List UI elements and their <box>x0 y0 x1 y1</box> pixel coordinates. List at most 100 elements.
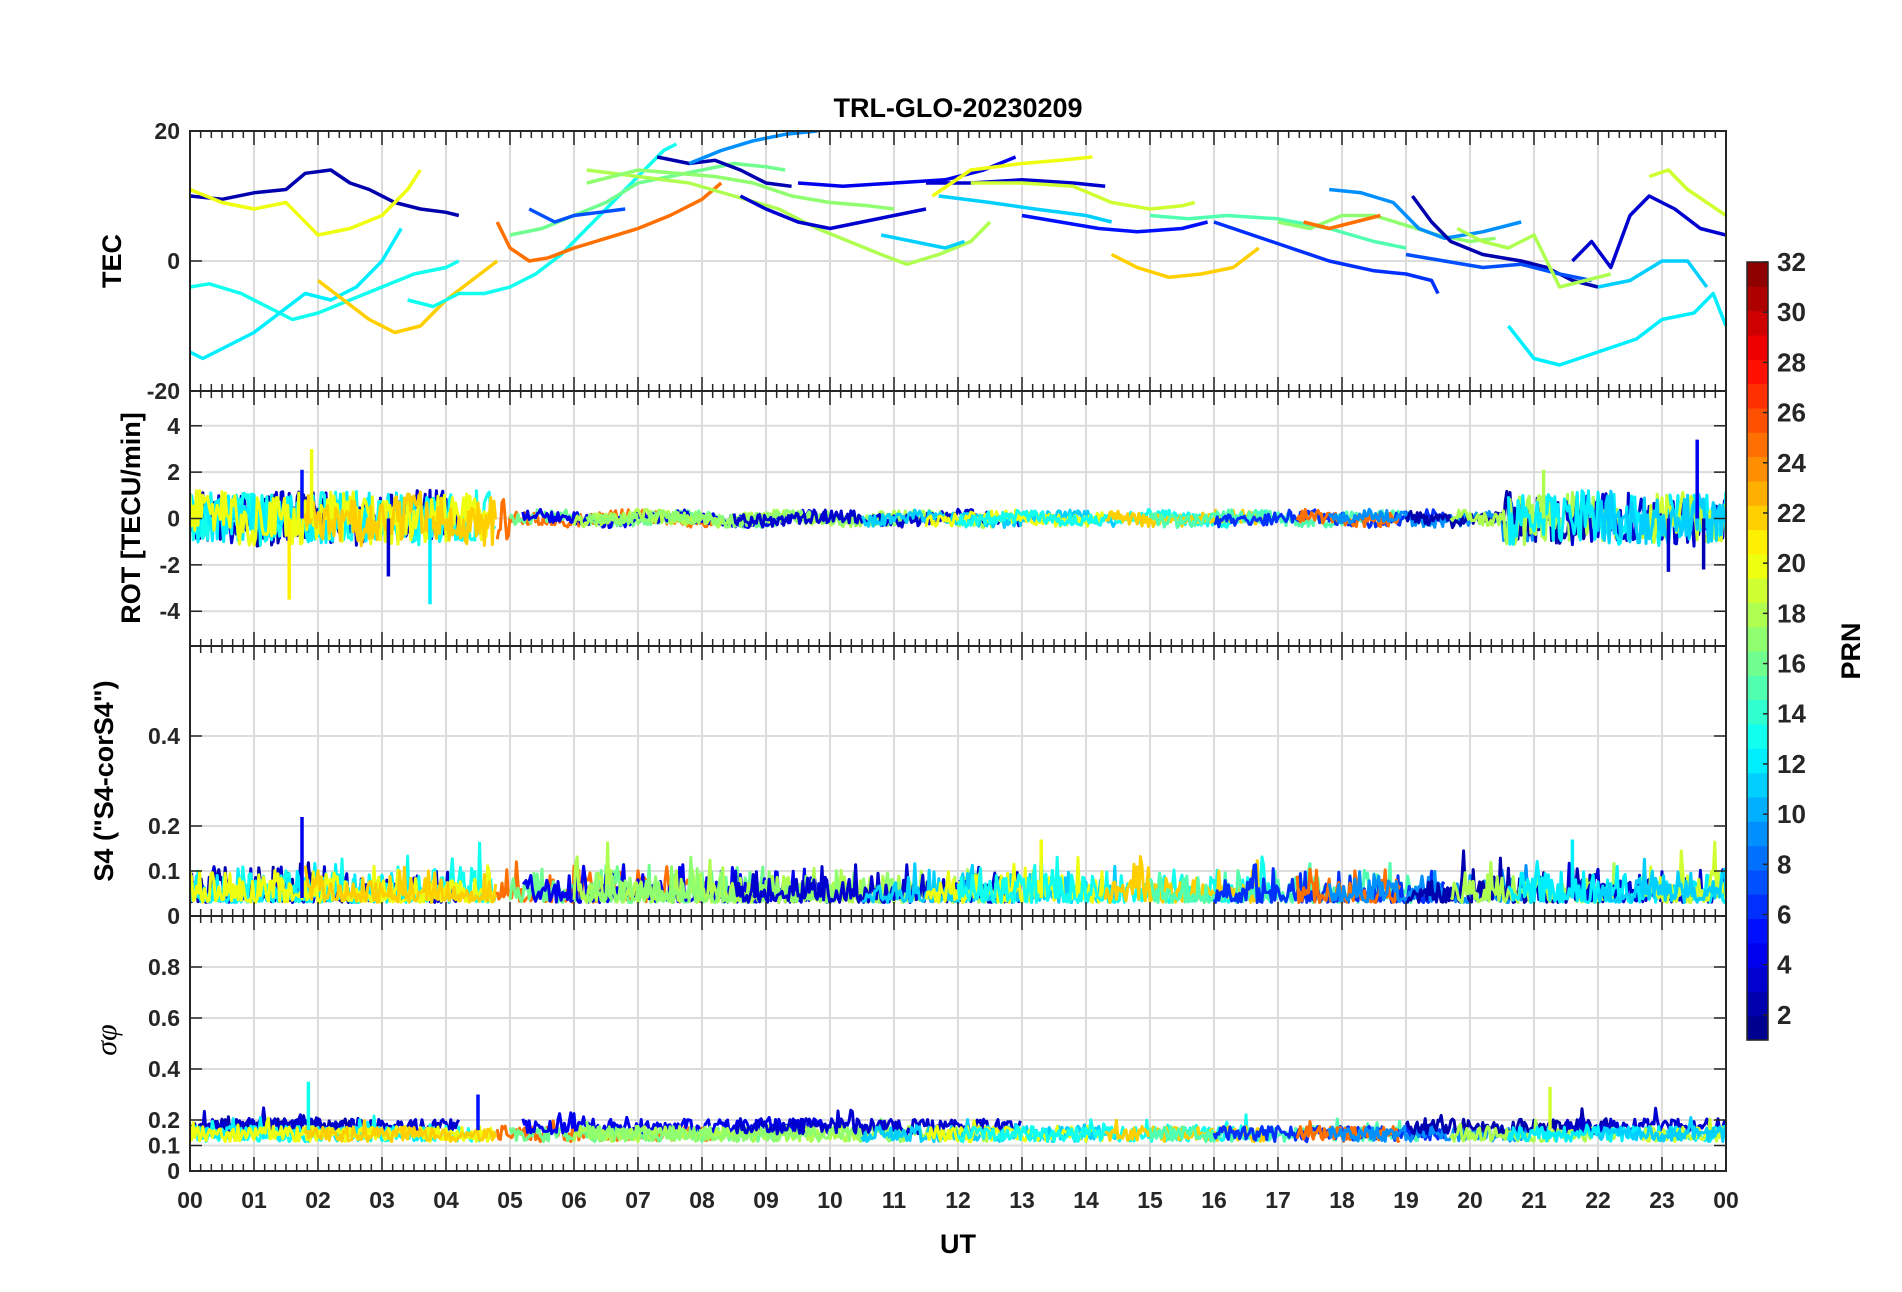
tec-series-line <box>688 131 818 166</box>
y-tick-label: 2 <box>167 459 180 485</box>
x-tick-label: 19 <box>1393 1187 1419 1213</box>
y-tick-label: 0 <box>167 248 180 274</box>
colorbar-band <box>1747 772 1768 798</box>
tec-series-line <box>190 169 422 237</box>
panel-s4-series <box>190 817 1726 904</box>
rot-series-line <box>1596 489 1726 548</box>
tec-series-line <box>656 155 792 189</box>
panel-sigma-frame <box>189 915 1727 1172</box>
tec-series-line <box>938 194 1113 224</box>
y-tick-label: 20 <box>154 118 180 144</box>
x-tick-label: 01 <box>241 1187 267 1213</box>
sigma-series-line <box>585 1117 907 1144</box>
colorbar-band <box>1747 310 1768 336</box>
tec-series-line <box>1149 213 1407 250</box>
colorbar-band <box>1747 651 1768 676</box>
colorbar-tick-label: 28 <box>1777 347 1806 377</box>
panel-s4-grid <box>190 646 1726 916</box>
colorbar-tick-label: 8 <box>1777 849 1791 879</box>
tec-series-line <box>880 233 965 250</box>
colorbar-tick-label: 32 <box>1777 247 1806 277</box>
panel-s4: 0.4 0.2 0.1 0 S4 ("S4-corS4") <box>89 645 1727 929</box>
x-tick-label: 12 <box>945 1187 971 1213</box>
colorbar-band <box>1747 529 1768 555</box>
colorbar-band <box>1747 359 1768 385</box>
sigma-series-line <box>303 1119 498 1143</box>
tec-series-line <box>190 259 460 322</box>
colorbar-tick-label: 20 <box>1777 548 1806 578</box>
tec-series-line <box>190 168 460 218</box>
colorbar-band <box>1747 456 1768 482</box>
tec-series-line <box>1456 226 1612 289</box>
panel-tec-ylabel: TEC <box>97 234 127 288</box>
x-tick-label: 09 <box>753 1187 779 1213</box>
colorbar-band <box>1747 407 1768 433</box>
colorbar-band <box>1747 286 1768 312</box>
y-tick-label: 0.1 <box>148 858 180 884</box>
tec-series-line <box>926 178 1106 189</box>
panel-sigma-series <box>190 1081 1726 1144</box>
tec-series-line <box>407 142 678 309</box>
panel-tec-grid <box>190 131 1726 391</box>
tec-series-line <box>1110 246 1260 280</box>
panel-sigma-yticks: 0.8 0.6 0.4 0.20.10 <box>148 954 180 1184</box>
x-axis-ticks: 00 01 02 03 04 05 06 07 08 09 10 11 12 13 14 15 16 17 18 19… <box>177 1187 1739 1213</box>
tec-series-line <box>586 168 895 211</box>
colorbar-tick-label: 22 <box>1777 498 1806 528</box>
colorbar-band <box>1747 602 1768 628</box>
y-tick-label: 0 <box>167 903 180 929</box>
colorbar-band <box>1747 553 1768 579</box>
panel-sigma: 0.8 0.6 0.4 0.20.10 σφ <box>90 915 1727 1184</box>
colorbar-band <box>1747 918 1768 944</box>
y-tick-label: 0.8 <box>148 954 180 980</box>
colorbar-band <box>1747 432 1768 458</box>
s4-series-line <box>1405 849 1613 904</box>
tec-series-line <box>931 155 1093 198</box>
chart-title: TRL-GLO-20230209 <box>833 93 1082 123</box>
colorbar-band <box>1747 942 1768 968</box>
x-tick-label: 17 <box>1265 1187 1291 1213</box>
y-tick-label: -20 <box>147 378 180 404</box>
tec-series-line <box>1410 194 1599 289</box>
tec-series-line <box>970 181 1196 211</box>
y-tick-label: 0 <box>167 1158 180 1184</box>
colorbar-band <box>1747 748 1768 774</box>
tec-series-line <box>1329 187 1522 241</box>
x-tick-label: 13 <box>1009 1187 1035 1213</box>
colorbar-label: PRN <box>1836 622 1866 679</box>
y-tick-label: 0.2 <box>148 1107 180 1133</box>
tec-series-line <box>1507 291 1726 367</box>
colorbar-tick-label: 6 <box>1777 900 1791 930</box>
tec-series-line <box>190 227 403 361</box>
y-tick-label: -4 <box>160 598 181 624</box>
colorbar-band <box>1747 796 1768 822</box>
tec-series-line <box>1021 213 1209 234</box>
colorbar-tick-label: 16 <box>1777 649 1806 679</box>
tec-series-line <box>1648 168 1726 217</box>
colorbar-band <box>1747 626 1768 652</box>
panel-tec-series <box>190 131 1726 367</box>
x-tick-label: 16 <box>1201 1187 1227 1213</box>
colorbar-tick-label: 26 <box>1777 398 1806 428</box>
colorbar-band <box>1747 991 1768 1017</box>
colorbar-band <box>1747 334 1768 360</box>
tec-series-line <box>739 194 927 231</box>
colorbar-band <box>1747 967 1768 992</box>
x-tick-label: 20 <box>1457 1187 1483 1213</box>
sigma-series-line <box>1596 1116 1726 1143</box>
x-tick-label: 11 <box>882 1187 907 1213</box>
colorbar-tick-label: 12 <box>1777 749 1806 779</box>
tec-series-line <box>1597 259 1709 289</box>
tec-series-line <box>316 259 499 335</box>
colorbar-tick-label: 30 <box>1777 297 1806 327</box>
colorbar-band <box>1747 675 1768 701</box>
x-tick-label: 08 <box>689 1187 715 1213</box>
y-tick-label: 0.4 <box>148 723 180 749</box>
panel-tec: 20 0 -20 TEC <box>97 118 1727 404</box>
s4-series-line <box>303 865 498 904</box>
x-tick-label: 00 <box>177 1187 203 1213</box>
colorbar-band <box>1747 262 1768 287</box>
